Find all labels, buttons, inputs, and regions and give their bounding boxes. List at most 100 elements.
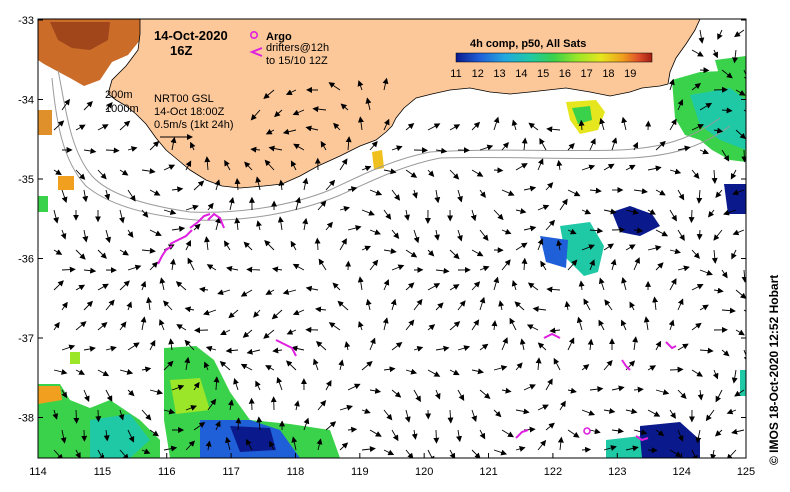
current-vector (119, 369, 134, 375)
current-vector (189, 141, 196, 151)
current-vector (479, 296, 486, 311)
current-vector (405, 319, 415, 331)
plot-frame (37, 18, 747, 459)
current-vector (206, 264, 217, 271)
current-vector (193, 422, 206, 431)
current-vector (647, 245, 662, 252)
current-vector (732, 49, 739, 64)
current-vector (557, 436, 564, 451)
current-vector (171, 186, 184, 193)
current-vector (215, 216, 221, 231)
current-vector (119, 120, 131, 131)
current-vector (53, 169, 62, 176)
current-vector (721, 349, 730, 357)
current-vector (302, 177, 309, 191)
current-vector (357, 116, 364, 131)
current-vector (361, 360, 373, 371)
current-vector (669, 278, 677, 291)
argo-legend-label: Argo (266, 31, 292, 43)
current-vector (278, 179, 285, 191)
current-vector (149, 140, 160, 151)
current-vector (274, 109, 283, 118)
current-vector (413, 389, 421, 403)
current-vector (479, 144, 494, 151)
current-vector (643, 316, 650, 331)
current-vector (564, 300, 571, 311)
current-vector (435, 147, 448, 154)
current-vector (521, 137, 528, 151)
current-vector (603, 243, 615, 251)
current-vector (493, 449, 508, 456)
current-vector (228, 197, 235, 211)
x-tick-label: 120 (415, 466, 433, 478)
current-vector (325, 421, 337, 431)
current-vector (118, 209, 125, 224)
current-vector (285, 360, 297, 371)
current-vector (603, 407, 616, 414)
current-vector (677, 145, 691, 152)
current-vector (255, 380, 261, 391)
current-vector (523, 225, 537, 232)
current-vector (699, 347, 714, 354)
current-vector (413, 229, 420, 244)
current-vector (714, 429, 723, 437)
y-tick-label: -36 (18, 254, 34, 266)
drifter-tracks (157, 212, 677, 442)
current-vector (515, 408, 530, 415)
current-vector (105, 389, 113, 402)
current-vector (581, 208, 592, 215)
current-vector (553, 357, 561, 371)
current-vector (97, 449, 105, 458)
current-vector (315, 306, 327, 313)
current-vector (339, 238, 347, 251)
current-vector (314, 237, 321, 251)
current-vector (434, 229, 440, 241)
current-vector (105, 102, 113, 111)
current-vector (207, 202, 214, 211)
current-vector (185, 160, 192, 171)
current-vector (61, 344, 76, 351)
current-vector (655, 389, 670, 396)
current-vector (589, 259, 595, 271)
current-vector (53, 120, 65, 131)
current-vector (404, 209, 410, 221)
current-vector (471, 281, 481, 291)
current-vector (293, 143, 305, 151)
current-vector (604, 299, 613, 311)
current-vector (242, 329, 253, 338)
current-vector (243, 241, 253, 251)
current-vector (193, 180, 205, 191)
current-vector (456, 429, 462, 443)
current-vector (611, 385, 625, 392)
current-vector (184, 356, 191, 371)
current-vector (333, 122, 341, 131)
current-vector (361, 245, 372, 252)
current-vector (315, 341, 327, 351)
current-vector (655, 189, 666, 196)
current-vector (537, 342, 547, 351)
current-vector (75, 369, 85, 375)
current-vector (159, 277, 166, 291)
y-tick-label: -34 (18, 95, 34, 107)
current-vector (501, 228, 512, 235)
current-vector (632, 141, 639, 151)
current-vector (732, 229, 745, 236)
current-vector (691, 369, 703, 377)
current-vector (501, 337, 508, 351)
current-vector (435, 267, 450, 274)
current-vector (119, 249, 129, 256)
current-vector (234, 178, 241, 191)
current-vector (175, 281, 187, 291)
x-tick-label: 117 (222, 466, 240, 478)
current-vector (411, 429, 418, 440)
current-vector (491, 320, 498, 331)
current-vector (677, 99, 684, 111)
current-vector (730, 169, 737, 180)
current-vector (169, 258, 176, 271)
current-vector (471, 319, 480, 331)
current-vector (539, 138, 547, 151)
current-vector (228, 309, 239, 319)
current-vector (149, 339, 156, 351)
current-vector (75, 169, 86, 180)
